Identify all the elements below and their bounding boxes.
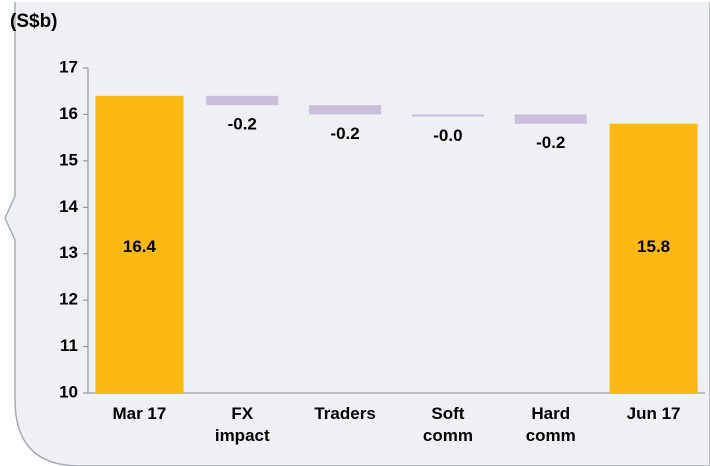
y-tick-label: 11 <box>60 336 78 355</box>
x-tick-label: Soft comm <box>422 404 473 445</box>
y-tick-label: 17 <box>59 57 78 76</box>
panel-top <box>0 0 710 2</box>
x-tick-label: Hard comm <box>525 404 576 445</box>
value-label: -0.0 <box>433 126 462 145</box>
delta-bar <box>206 95 279 106</box>
value-label: -0.2 <box>330 124 359 143</box>
x-tick-label: Mar 17 <box>112 404 167 423</box>
total-bar <box>95 95 184 393</box>
delta-bar <box>411 114 484 117</box>
value-label: -0.2 <box>536 133 565 152</box>
x-tick-label: Traders <box>314 404 376 423</box>
y-tick-label: 16 <box>59 104 78 123</box>
y-tick-label: 15 <box>59 150 78 169</box>
value-label: 16.4 <box>123 237 157 256</box>
delta-bar <box>514 114 587 124</box>
y-tick-label: 12 <box>59 290 78 309</box>
y-tick-label: 14 <box>59 197 78 216</box>
y-tick-label: 10 <box>59 382 78 401</box>
value-label: -0.2 <box>228 115 257 134</box>
x-tick-label: FX impact <box>214 404 270 445</box>
y-tick-label: 13 <box>59 243 78 262</box>
delta-bar <box>309 105 382 115</box>
total-bar <box>609 123 698 393</box>
chart-title: (S$b) <box>10 11 58 32</box>
x-tick-label: Jun 17 <box>626 404 681 423</box>
value-label: 15.8 <box>637 237 670 256</box>
